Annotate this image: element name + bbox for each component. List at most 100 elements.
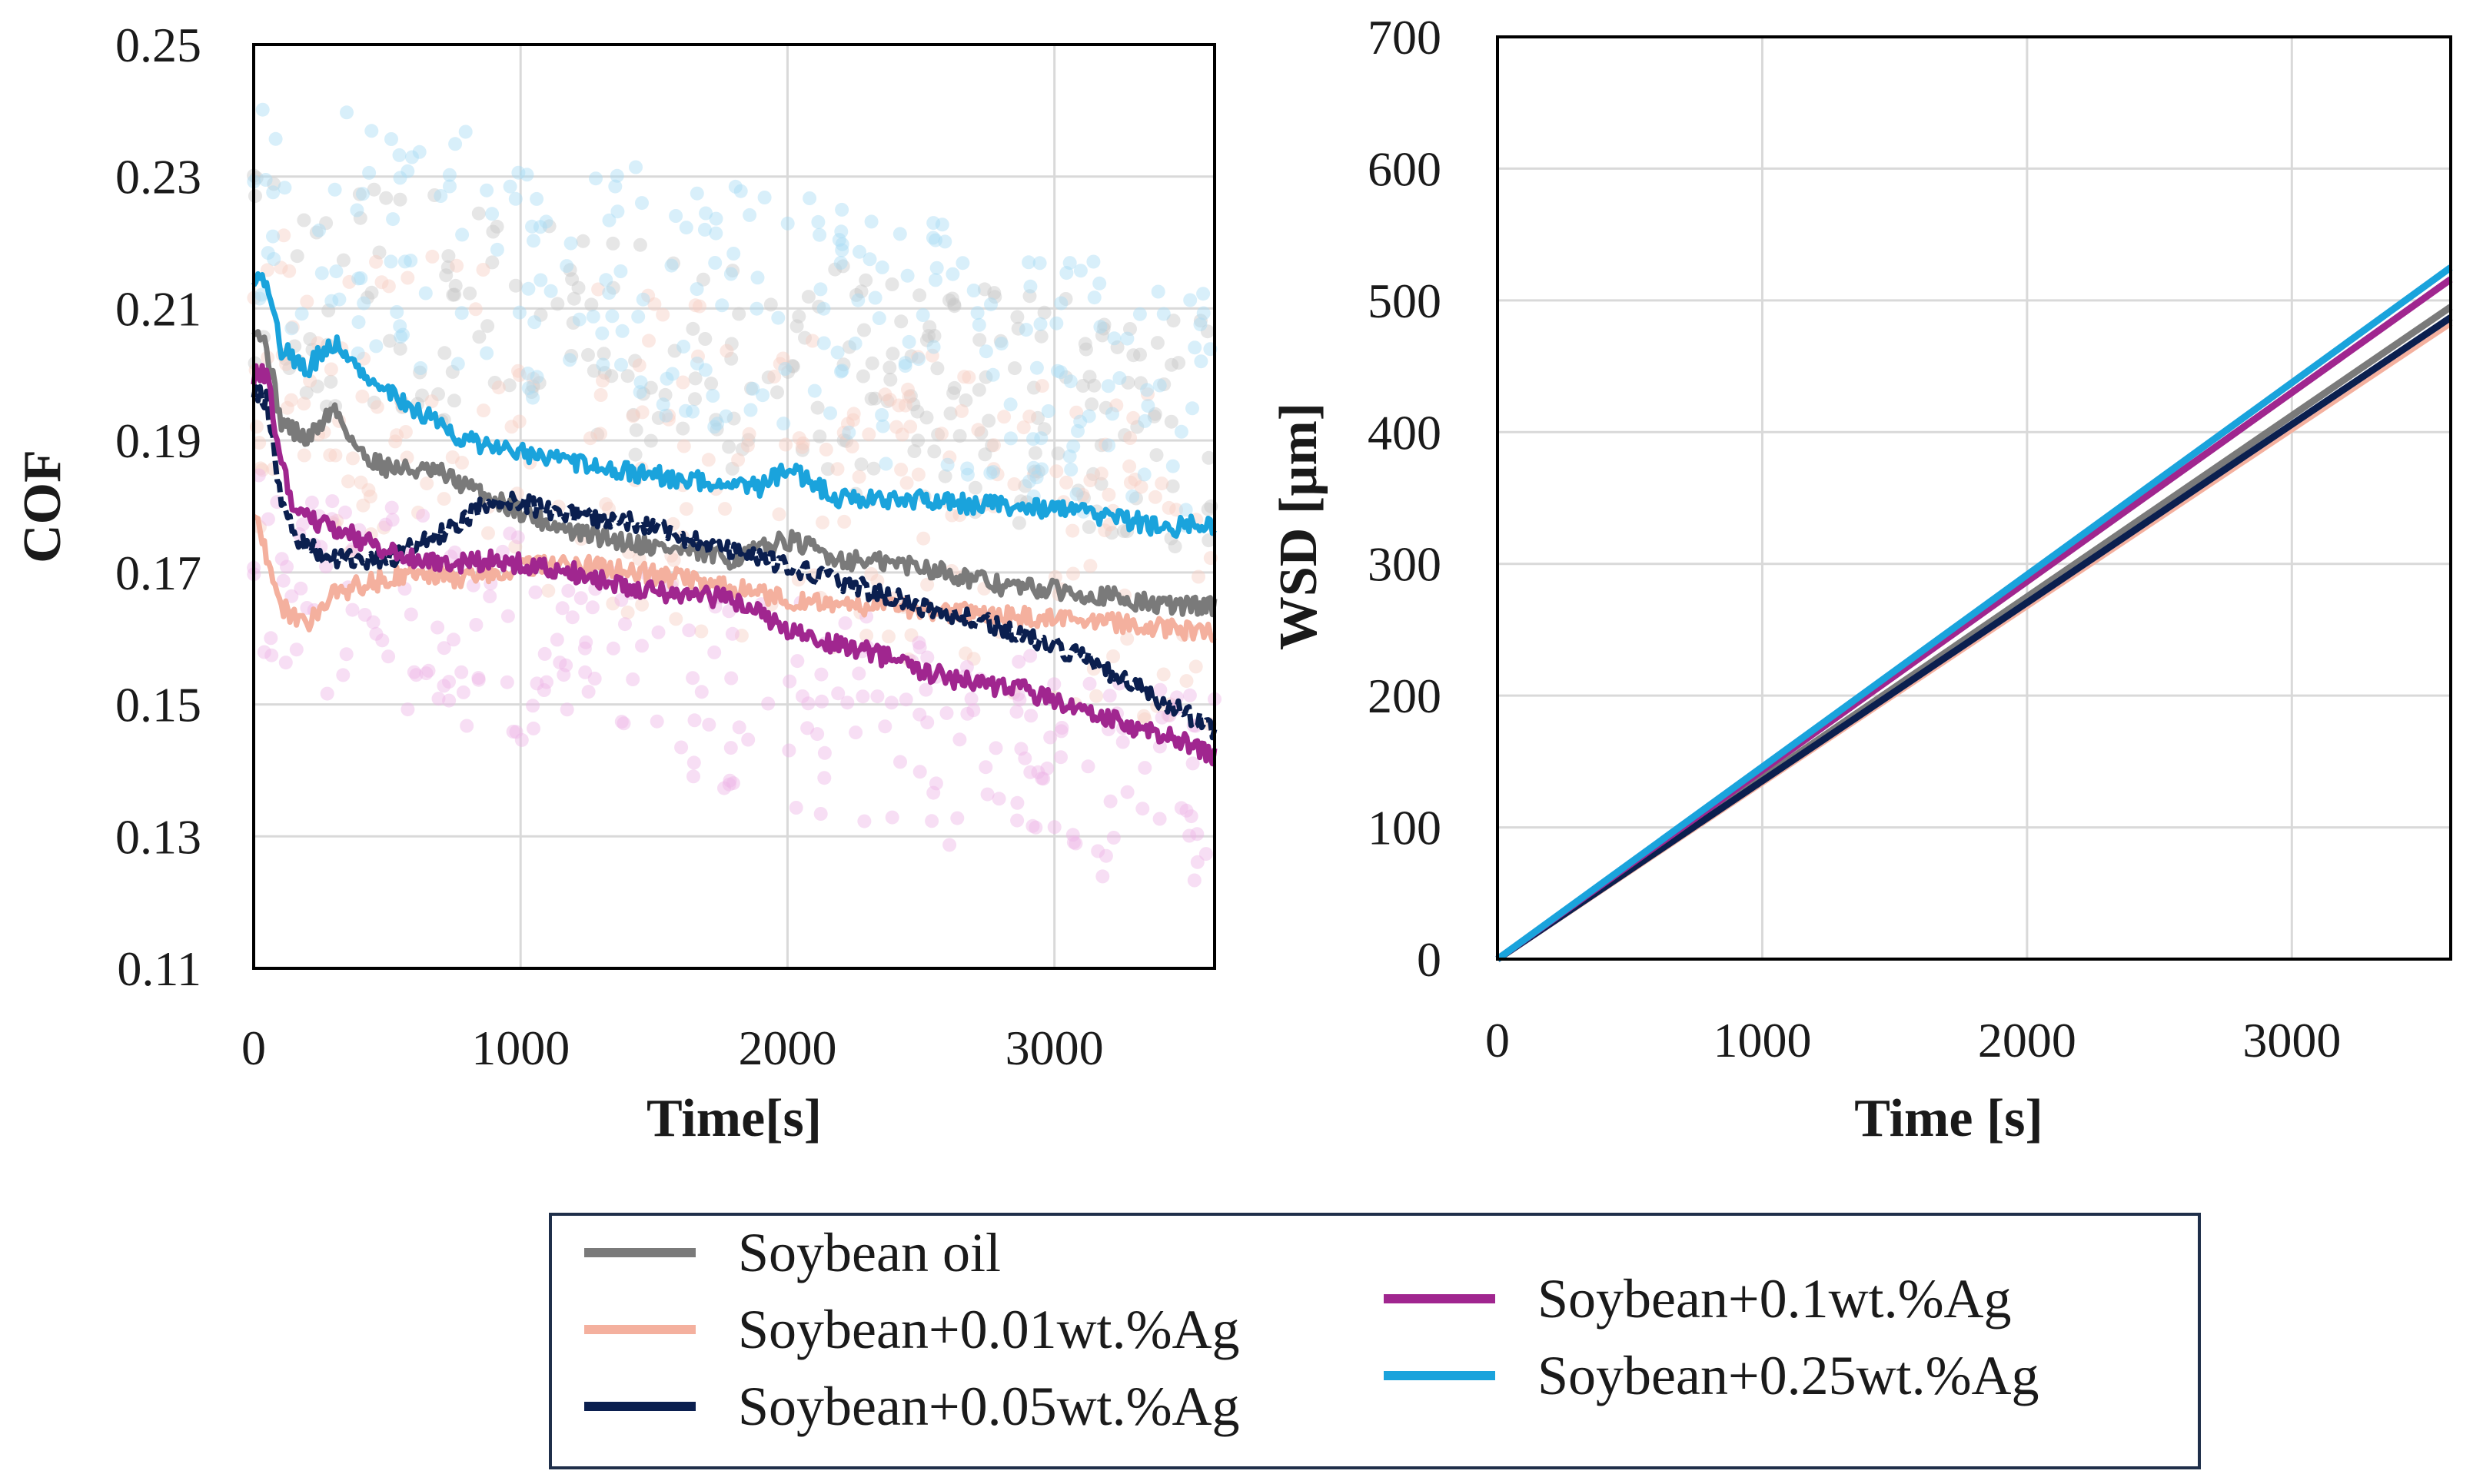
- cof-raw-point: [443, 179, 457, 194]
- cof-raw-point: [790, 654, 805, 669]
- cof-raw-point: [480, 319, 495, 334]
- cof-raw-point: [1187, 873, 1202, 888]
- cof-raw-point: [390, 428, 404, 443]
- cof-raw-point: [723, 773, 737, 788]
- cof-raw-point: [813, 429, 827, 443]
- cof-raw-point: [994, 337, 1009, 351]
- cof-raw-point: [883, 373, 898, 387]
- cof-raw-point: [632, 358, 647, 373]
- cof-raw-point: [813, 282, 828, 297]
- cof-raw-point: [384, 132, 398, 146]
- cof-raw-point: [912, 352, 926, 367]
- cof-raw-point: [351, 271, 366, 286]
- cof-raw-point: [618, 617, 632, 632]
- cof-raw-point: [656, 397, 670, 412]
- cof-raw-point: [437, 492, 451, 506]
- cof-raw-point: [447, 632, 460, 647]
- cof-raw-point: [420, 476, 434, 491]
- cof-raw-point: [979, 370, 993, 384]
- cof-raw-point: [576, 234, 590, 248]
- cof-raw-point: [572, 312, 587, 327]
- cof-raw-point: [868, 290, 883, 305]
- cof-raw-point: [472, 330, 487, 344]
- cof-raw-point: [796, 436, 810, 450]
- cof-raw-point: [916, 308, 930, 322]
- cof-raw-point: [565, 610, 580, 625]
- cof-raw-point: [1138, 413, 1152, 428]
- cof-raw-point: [926, 340, 941, 354]
- cof-raw-point: [795, 443, 809, 457]
- cof-raw-point: [369, 339, 384, 354]
- cof-raw-point: [929, 776, 943, 791]
- cof-raw-point: [319, 216, 334, 231]
- cof-raw-point: [599, 497, 613, 511]
- cof-raw-point: [278, 181, 292, 195]
- cof-raw-point: [397, 254, 412, 269]
- cof-x-tick-label: 1000: [471, 1021, 570, 1075]
- cof-raw-point: [697, 222, 712, 237]
- cof-raw-point: [252, 291, 267, 306]
- cof-raw-point: [372, 245, 387, 260]
- wsd-x-tick-label: 2000: [1978, 1013, 2076, 1067]
- cof-raw-point: [367, 395, 381, 410]
- cof-raw-point: [1122, 459, 1137, 473]
- cof-raw-point: [471, 672, 486, 687]
- cof-raw-point: [907, 444, 922, 458]
- cof-raw-point: [620, 605, 635, 619]
- cof-raw-point: [972, 317, 986, 332]
- cof-raw-point: [361, 483, 376, 497]
- cof-raw-point: [1156, 667, 1171, 682]
- cof-series-soybean-0-25wt-ag: [251, 271, 1217, 539]
- cof-raw-point: [460, 719, 474, 733]
- cof-chart: 0.11 0.13 0.15 0.17 0.19 0.21 0.23 0.25 0 1000 20…: [13, 18, 1222, 1148]
- cof-raw-point: [1123, 431, 1138, 445]
- cof-raw-point: [1135, 802, 1150, 816]
- cof-raw-point: [1071, 483, 1085, 498]
- cof-raw-point: [757, 191, 772, 204]
- cof-raw-point: [526, 699, 540, 713]
- cof-raw-point: [445, 450, 460, 464]
- cof-raw-point: [1069, 405, 1084, 420]
- cof-raw-point: [899, 692, 913, 707]
- cof-raw-point: [530, 191, 544, 206]
- cof-raw-point: [340, 105, 354, 120]
- cof-raw-point: [966, 703, 981, 718]
- cof-raw-point: [455, 456, 469, 470]
- cof-raw-point: [803, 191, 817, 205]
- cof-raw-point: [857, 323, 871, 337]
- cof-raw-point: [1165, 479, 1180, 493]
- legend: Soybean oil Soybean+0.01wt.%Ag Soybean+0.0…: [549, 1213, 2201, 1469]
- cof-raw-point: [922, 329, 936, 344]
- cof-raw-point: [1174, 801, 1188, 815]
- cof-raw-point: [476, 263, 490, 277]
- cof-raw-point: [367, 182, 381, 197]
- cof-raw-point: [823, 406, 837, 420]
- cof-raw-point: [722, 440, 736, 454]
- cof-raw-point: [1190, 855, 1205, 869]
- cof-raw-point: [1137, 709, 1151, 723]
- cof-raw-point: [579, 635, 593, 649]
- cof-raw-point: [526, 379, 540, 393]
- cof-raw-point: [893, 755, 907, 769]
- cof-raw-point: [414, 361, 428, 375]
- cof-raw-point: [1041, 404, 1055, 418]
- cof-raw-point: [503, 526, 517, 541]
- cof-raw-point: [1125, 489, 1140, 503]
- cof-raw-point: [378, 517, 393, 532]
- cof-raw-point: [1094, 476, 1109, 491]
- cof-raw-point: [339, 647, 354, 662]
- cof-raw-point: [502, 378, 517, 393]
- cof-raw-point: [810, 400, 825, 415]
- cof-raw-point: [904, 349, 919, 364]
- cof-raw-point: [521, 381, 536, 395]
- wsd-x-tick-label: 3000: [2242, 1013, 2341, 1067]
- cof-raw-point: [351, 315, 366, 330]
- cof-raw-point: [442, 693, 457, 708]
- cof-raw-point: [836, 357, 851, 372]
- cof-y-tick-label: 0.21: [115, 281, 201, 336]
- cof-raw-point: [903, 389, 918, 403]
- cof-raw-point: [792, 431, 806, 446]
- cof-raw-point: [935, 427, 949, 441]
- cof-raw-point: [925, 348, 939, 363]
- cof-raw-point: [633, 375, 648, 390]
